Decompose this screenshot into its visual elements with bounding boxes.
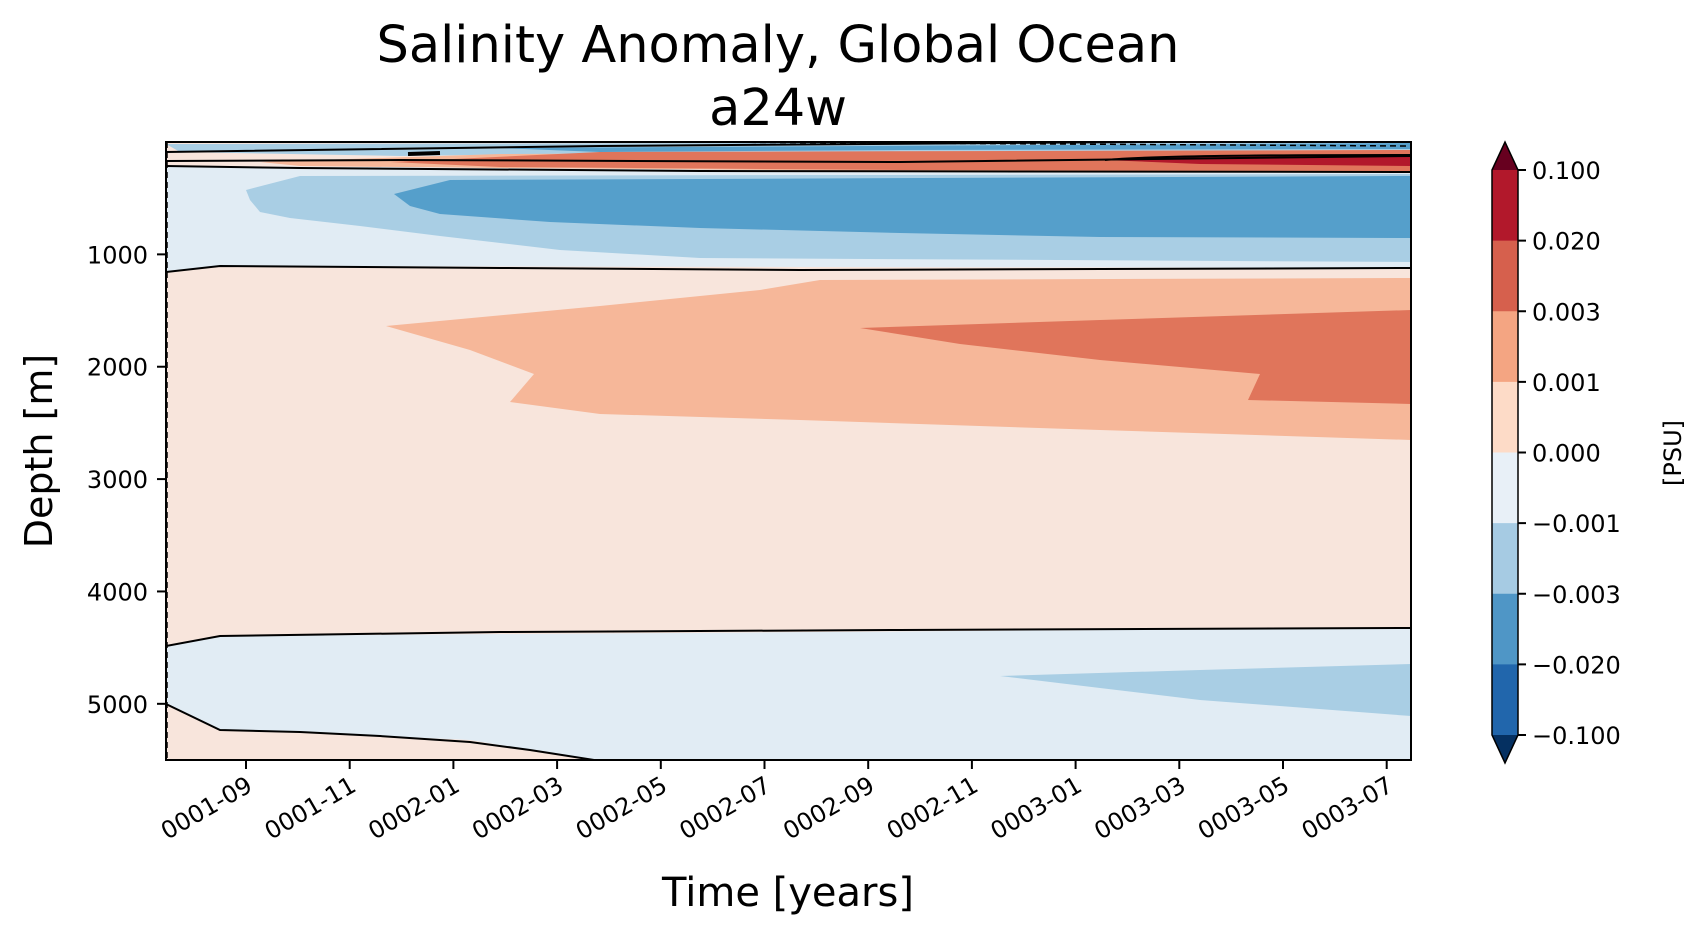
y-axis: 1000 2000 3000 4000 5000 (87, 241, 166, 719)
colorbar-tick-label: 0.000 (1532, 440, 1601, 468)
x-tick-label: 0002-07 (675, 771, 776, 845)
colorbar-tick-label: 0.003 (1532, 298, 1601, 326)
colorbar-tick-label: 0.020 (1532, 228, 1601, 256)
y-tick-label: 3000 (87, 466, 148, 494)
colorbar-band (1492, 593, 1518, 665)
contour-line (1104, 154, 1411, 161)
x-tick-label: 0003-03 (1089, 771, 1190, 845)
colorbar-tick-label: 0.100 (1532, 157, 1601, 185)
colorbar-band (1492, 240, 1518, 312)
region-fill-deep-pos-3 (860, 310, 1411, 404)
colorbar-band (1492, 311, 1518, 383)
chart-subtitle: a24w (709, 79, 847, 138)
x-axis-label: Time [years] (661, 870, 914, 916)
contour-line (166, 703, 595, 760)
x-tick-label: 0001-11 (260, 771, 361, 845)
contour-line (166, 627, 1411, 647)
x-tick-label: 0002-11 (882, 771, 983, 845)
region-fill-upper-pos-band-3 (390, 150, 1411, 171)
colorbar-tick-label: −0.003 (1532, 581, 1621, 609)
chart-title: Salinity Anomaly, Global Ocean (376, 16, 1179, 75)
region-fill-bottom-pos (166, 704, 594, 760)
x-tick-label: 0002-09 (778, 771, 879, 845)
colorbar-tick-label: −0.001 (1532, 510, 1621, 538)
contour-fills (166, 142, 1411, 760)
plot-frame (165, 141, 1412, 761)
x-tick-label: 0002-01 (364, 771, 465, 845)
colorbar-tick-label: −0.020 (1532, 651, 1621, 679)
colorbar-extend-min (1492, 735, 1518, 763)
region-fill-abyssal-neg (166, 628, 1411, 760)
x-tick-label: 0003-01 (986, 771, 1087, 845)
contour-line (166, 142, 1276, 153)
x-tick-label: 0003-05 (1193, 771, 1294, 845)
colorbar-band (1492, 452, 1518, 524)
y-tick-label: 4000 (87, 578, 148, 606)
contour-line (166, 264, 1411, 273)
region-fill-abyssal-neg-2 (1000, 664, 1411, 716)
colorbar-band (1492, 170, 1518, 242)
contour-line (166, 165, 1411, 173)
plot-area (165, 141, 1412, 761)
contour-line (407, 151, 441, 156)
contour-lines (166, 142, 1411, 760)
colorbar-label: [PSU] (1659, 420, 1687, 486)
colorbar-extend-max (1492, 142, 1518, 170)
x-tick-label: 0001-09 (156, 771, 257, 845)
y-tick-label: 5000 (87, 691, 148, 719)
x-tick-label: 0003-07 (1297, 771, 1398, 845)
colorbar-tick-label: 0.001 (1532, 369, 1601, 397)
colorbar: 0.100 0.020 0.003 0.001 0.000 −0.001 −0.003 −0.… (1491, 140, 1621, 765)
colorbar-band (1492, 381, 1518, 453)
y-tick-label: 1000 (87, 241, 148, 269)
x-axis: 0001-09 0001-11 0002-01 0002-03 0002-05 0002-… (156, 760, 1398, 845)
contour-line-dashed (699, 142, 1411, 147)
x-tick-label: 0002-03 (467, 771, 568, 845)
colorbar-band (1492, 523, 1518, 595)
y-axis-label: Depth [m] (17, 354, 61, 549)
x-tick-label: 0002-05 (571, 771, 672, 845)
contour-line (166, 155, 1411, 164)
colorbar-band (1492, 664, 1518, 736)
region-fill-shallow-neg-3 (394, 176, 1411, 238)
y-tick-label: 2000 (87, 354, 148, 382)
colorbar-tick-label: −0.100 (1532, 722, 1621, 750)
